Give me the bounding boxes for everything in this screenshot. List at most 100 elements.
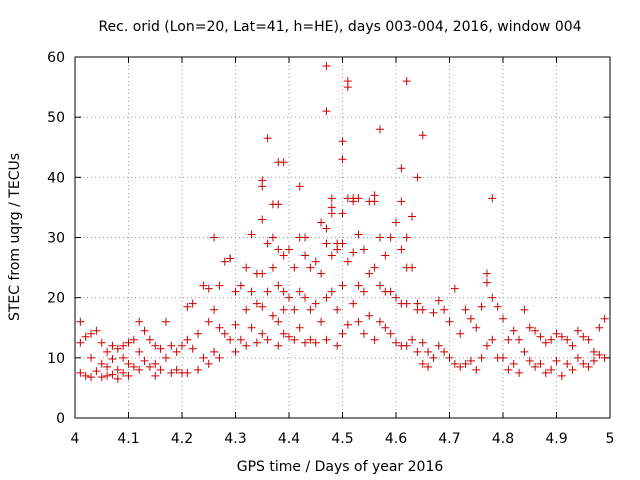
data-point bbox=[563, 359, 572, 368]
data-point bbox=[247, 287, 256, 296]
data-point bbox=[167, 368, 176, 377]
x-tick-label: 4.2 bbox=[171, 431, 193, 447]
data-point bbox=[301, 251, 310, 260]
data-point bbox=[124, 359, 133, 368]
data-point bbox=[194, 329, 203, 338]
data-point bbox=[333, 239, 342, 248]
data-point bbox=[408, 212, 417, 221]
data-point bbox=[199, 353, 208, 362]
x-axis-label: GPS time / Days of year 2016 bbox=[237, 459, 444, 475]
y-axis-label: STEC from uqrg / TECUs bbox=[7, 153, 23, 321]
data-point bbox=[450, 284, 459, 293]
data-point bbox=[584, 362, 593, 371]
data-point bbox=[161, 317, 170, 326]
data-point bbox=[552, 329, 561, 338]
data-point bbox=[215, 323, 224, 332]
data-point bbox=[482, 269, 491, 278]
data-point bbox=[333, 305, 342, 314]
data-point bbox=[525, 323, 534, 332]
data-point bbox=[295, 323, 304, 332]
x-tick-label: 4.6 bbox=[385, 431, 407, 447]
data-point bbox=[461, 305, 470, 314]
data-point bbox=[413, 173, 422, 182]
data-point bbox=[81, 332, 90, 341]
data-point bbox=[493, 302, 502, 311]
data-point bbox=[113, 344, 122, 353]
data-point bbox=[156, 365, 165, 374]
data-point bbox=[242, 305, 251, 314]
data-point bbox=[450, 359, 459, 368]
data-point bbox=[499, 353, 507, 362]
data-point bbox=[600, 314, 609, 323]
data-point bbox=[338, 137, 347, 146]
data-point bbox=[226, 254, 235, 263]
data-point bbox=[338, 155, 347, 164]
data-point bbox=[375, 317, 384, 326]
data-point bbox=[215, 353, 224, 362]
data-point bbox=[242, 263, 251, 272]
data-point bbox=[87, 329, 96, 338]
data-point bbox=[76, 338, 85, 347]
data-point bbox=[151, 359, 160, 368]
data-point bbox=[103, 371, 112, 380]
data-point bbox=[140, 356, 149, 365]
data-point bbox=[172, 347, 181, 356]
data-point bbox=[258, 182, 267, 191]
data-point bbox=[515, 335, 524, 344]
data-point bbox=[573, 326, 582, 335]
data-point bbox=[204, 359, 213, 368]
data-point bbox=[87, 353, 96, 362]
data-point bbox=[541, 338, 550, 347]
data-point bbox=[386, 287, 395, 296]
data-point bbox=[151, 341, 160, 350]
data-point bbox=[204, 284, 213, 293]
x-tick-label: 4.5 bbox=[331, 431, 353, 447]
data-point bbox=[445, 317, 454, 326]
data-point bbox=[402, 299, 411, 308]
data-point bbox=[210, 347, 219, 356]
data-point bbox=[402, 77, 411, 86]
x-tick-label: 4.7 bbox=[438, 431, 460, 447]
data-point bbox=[595, 350, 604, 359]
data-point bbox=[402, 263, 411, 272]
data-point bbox=[392, 338, 400, 347]
data-point bbox=[354, 230, 363, 239]
data-point bbox=[488, 293, 497, 302]
data-point bbox=[124, 371, 133, 380]
data-point bbox=[579, 359, 588, 368]
data-point bbox=[440, 305, 449, 314]
data-point bbox=[268, 200, 277, 209]
data-point bbox=[236, 281, 245, 290]
data-point bbox=[327, 203, 336, 212]
data-point bbox=[135, 365, 144, 374]
data-point bbox=[322, 107, 331, 116]
data-point bbox=[322, 239, 331, 248]
data-point bbox=[354, 194, 363, 203]
data-point bbox=[488, 335, 497, 344]
y-tick-label: 60 bbox=[47, 50, 65, 66]
axis-ticks: 4 4.1 4.2 4.3 4.4 4.5 4.6 4.7 4.8 4.9 501020304050… bbox=[47, 50, 614, 447]
data-point bbox=[290, 263, 299, 272]
data-point bbox=[520, 347, 529, 356]
data-point bbox=[113, 374, 122, 383]
data-point bbox=[349, 299, 358, 308]
data-point bbox=[108, 341, 117, 350]
data-point bbox=[274, 158, 283, 167]
data-point bbox=[589, 347, 598, 356]
data-point bbox=[317, 269, 326, 278]
data-point bbox=[595, 323, 604, 332]
data-point bbox=[579, 332, 588, 341]
data-point bbox=[301, 338, 310, 347]
data-point bbox=[418, 359, 427, 368]
data-point bbox=[279, 329, 288, 338]
data-point bbox=[466, 356, 475, 365]
data-point bbox=[375, 233, 384, 242]
data-point bbox=[600, 353, 609, 362]
data-point bbox=[525, 356, 534, 365]
data-point bbox=[317, 218, 326, 227]
data-point bbox=[268, 263, 277, 272]
data-point bbox=[119, 353, 128, 362]
data-point bbox=[541, 368, 550, 377]
data-point bbox=[252, 299, 261, 308]
data-point bbox=[338, 209, 347, 218]
